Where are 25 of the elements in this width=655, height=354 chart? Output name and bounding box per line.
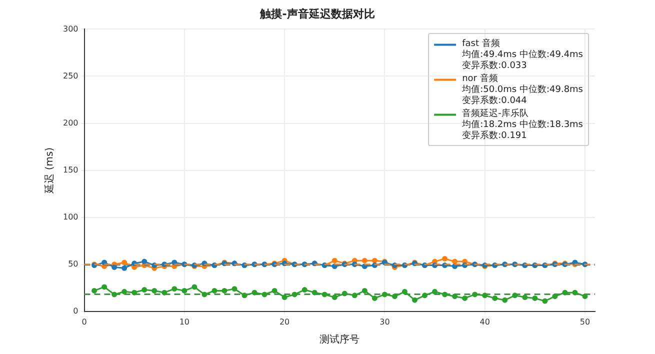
x-tick-label: 40 [480, 317, 490, 326]
legend-label: 音频延迟-库乐队 [462, 108, 528, 120]
x-tick-label: 0 [82, 317, 87, 326]
annotation: 均值:18.2ms 中位数:18.3ms [461, 119, 584, 130]
annotation: 变异系数:0.191 [462, 130, 527, 142]
legend-label: fast 音频 [462, 38, 500, 50]
y-tick-label: 50 [68, 259, 78, 268]
x-tick-label: 50 [580, 317, 590, 326]
y-tick-label: 250 [62, 71, 78, 80]
annotation: 均值:49.4ms 中位数:49.4ms [461, 49, 584, 60]
y-tick-label: 0 [73, 306, 78, 316]
x-tick-label: 10 [179, 317, 190, 326]
annotation: 变异系数:0.033 [462, 60, 527, 72]
annotation: 变异系数:0.044 [462, 95, 528, 106]
x-axis-title: 测试序号 [320, 334, 360, 346]
x-tick-label: 20 [279, 317, 290, 326]
y-tick-label: 100 [62, 212, 78, 222]
chart-title: 触摸-声音延迟数据对比 [259, 7, 375, 20]
y-axis-title: 延迟 (ms) [44, 147, 56, 194]
annotation: 均值:50.0ms 中位数:49.8ms [461, 84, 584, 96]
y-tick-label: 200 [62, 118, 78, 128]
legend-label: nor 音频 [462, 73, 498, 84]
y-tick-label: 150 [62, 165, 78, 174]
x-tick-label: 30 [380, 317, 390, 326]
y-tick-label: 300 [62, 24, 78, 34]
